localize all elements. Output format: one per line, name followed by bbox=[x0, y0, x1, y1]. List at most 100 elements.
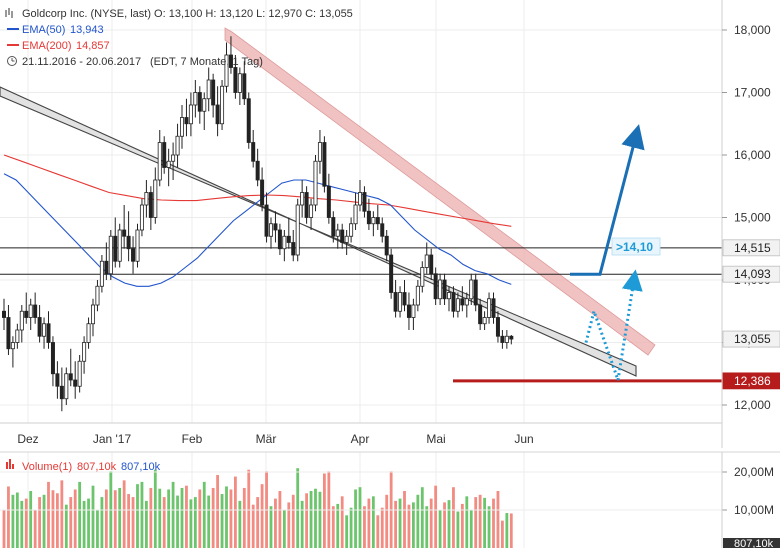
candle bbox=[59, 367, 64, 412]
volume-bar bbox=[492, 498, 495, 548]
y-tick-label: 15,000 bbox=[734, 211, 771, 225]
candle bbox=[344, 230, 349, 255]
volume-bar bbox=[278, 491, 282, 548]
candle-body-down bbox=[104, 260, 109, 275]
candle bbox=[384, 230, 389, 262]
volume-bars bbox=[2, 468, 513, 548]
volume-bar bbox=[51, 490, 55, 548]
candle-body-up bbox=[175, 135, 180, 156]
candle bbox=[162, 136, 167, 174]
volume-bar bbox=[483, 497, 486, 548]
candle bbox=[371, 211, 376, 237]
volume-bar bbox=[100, 497, 104, 548]
volume-bar bbox=[11, 494, 15, 548]
candle-body-up bbox=[282, 235, 287, 250]
target-text: >14,10 bbox=[616, 240, 653, 254]
candle bbox=[228, 36, 233, 74]
candle bbox=[469, 273, 474, 305]
volume-bar bbox=[256, 497, 260, 548]
candle-body-up bbox=[144, 192, 149, 206]
candle-body-up bbox=[206, 79, 211, 100]
volume-bar bbox=[420, 487, 424, 548]
candle-body-down bbox=[331, 217, 336, 237]
price-badge bbox=[722, 265, 780, 283]
candle bbox=[251, 130, 256, 168]
candle-body-up bbox=[82, 342, 87, 362]
ema200-label: EMA(200) bbox=[22, 40, 72, 52]
candle bbox=[393, 280, 398, 318]
volume-bar bbox=[73, 489, 77, 548]
candle bbox=[460, 286, 465, 312]
candle-body-down bbox=[500, 335, 505, 343]
volume-bar bbox=[358, 487, 362, 548]
candle-body-down bbox=[402, 292, 407, 306]
volume-bar bbox=[15, 492, 19, 548]
volume-bar bbox=[367, 498, 371, 548]
candle-body-up bbox=[504, 335, 509, 343]
candle-body-up bbox=[335, 229, 340, 237]
candle-body-down bbox=[277, 229, 282, 250]
time-axis: Dez Jan '17 Feb Mär Apr Mai Jun bbox=[17, 432, 533, 446]
volume-bar bbox=[229, 489, 233, 548]
x-tick-label: Mai bbox=[426, 432, 445, 446]
volume-bar bbox=[501, 520, 504, 548]
volume-last-text: 807,10k bbox=[734, 538, 774, 548]
candle-body-up bbox=[86, 323, 91, 343]
candle bbox=[451, 286, 456, 318]
candle bbox=[495, 311, 500, 343]
volume-axis: 20,00M 10,00M bbox=[0, 452, 774, 548]
dotted-projection-arrow bbox=[584, 269, 643, 381]
candle bbox=[473, 273, 478, 312]
resistance-band bbox=[224, 27, 656, 356]
x-tick-label: Mär bbox=[256, 432, 277, 446]
candle bbox=[255, 148, 260, 187]
candle-body-down bbox=[366, 210, 371, 225]
candle bbox=[242, 61, 247, 105]
price-badge-label: 14,093 bbox=[734, 267, 771, 281]
candle-body-down bbox=[59, 385, 64, 400]
volume-bar bbox=[122, 480, 126, 548]
candle bbox=[24, 292, 29, 324]
candle-body-up bbox=[446, 292, 451, 300]
candle bbox=[326, 173, 331, 224]
candle-body-up bbox=[193, 92, 198, 106]
candle-body-up bbox=[420, 267, 425, 287]
volume-bar bbox=[318, 491, 322, 548]
candle-body-down bbox=[451, 292, 456, 312]
candle-body-down bbox=[233, 67, 238, 93]
chart-icon bbox=[5, 8, 13, 18]
candle-body-up bbox=[15, 329, 20, 343]
volume-bar bbox=[136, 484, 139, 548]
candle bbox=[171, 142, 176, 180]
candle bbox=[206, 67, 211, 112]
candle bbox=[135, 223, 140, 268]
candle bbox=[233, 55, 238, 99]
candle-body-up bbox=[268, 223, 273, 237]
candle bbox=[148, 186, 153, 230]
volume-bar bbox=[474, 497, 478, 548]
volume-bar bbox=[167, 489, 171, 548]
candle bbox=[131, 236, 136, 274]
candle bbox=[366, 198, 371, 230]
candle-body-down bbox=[55, 373, 60, 387]
candle bbox=[144, 180, 149, 218]
candle bbox=[353, 192, 358, 230]
candle-body-down bbox=[340, 229, 345, 243]
candle bbox=[175, 123, 180, 168]
candle bbox=[82, 336, 87, 374]
candle-body-up bbox=[237, 73, 242, 93]
volume-bar bbox=[29, 491, 33, 548]
volume-bar bbox=[145, 500, 148, 548]
candle-body-down bbox=[264, 204, 269, 237]
candle-body-down bbox=[50, 342, 55, 375]
y-tick-label: 16,000 bbox=[734, 148, 771, 162]
volume-bar bbox=[251, 504, 255, 548]
volume-bar bbox=[460, 503, 464, 548]
candle bbox=[411, 298, 416, 330]
x-tick-label: Jan '17 bbox=[93, 432, 132, 446]
volume-bar bbox=[300, 500, 304, 548]
volume-tick-label: 10,00M bbox=[734, 503, 774, 517]
projection-arrows bbox=[570, 124, 645, 381]
volume-bar bbox=[345, 515, 349, 548]
candle-body-down bbox=[322, 142, 327, 187]
